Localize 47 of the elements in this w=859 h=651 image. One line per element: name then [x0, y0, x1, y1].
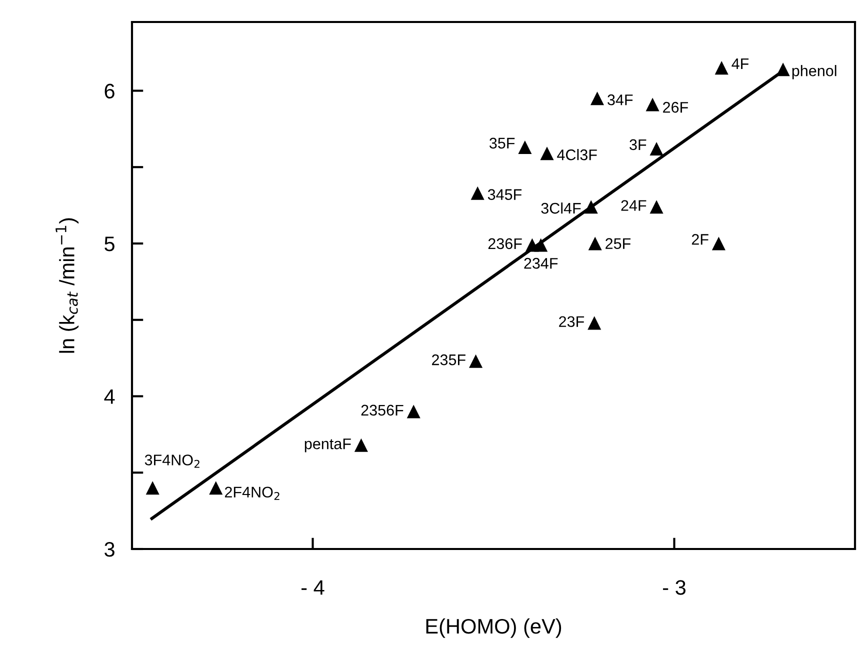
annotation: 3F4NO$_{2}$: [144, 454, 200, 468]
annotation: 3Cl4F: [541, 202, 581, 214]
annotation: 345F: [488, 189, 522, 200]
point: [714, 61, 728, 75]
annotation: 23F: [559, 316, 584, 328]
annotation: 3F: [630, 139, 646, 150]
annotation: 24F: [621, 200, 646, 211]
annotation: 26F: [663, 102, 688, 113]
annotation: 2356F: [361, 404, 404, 416]
annotation: 4Cl3F: [557, 149, 597, 160]
annotation: 35F: [489, 138, 515, 149]
point: [776, 62, 790, 76]
point: [588, 236, 602, 250]
annotation: 235F: [432, 354, 466, 366]
x-tick-label: - 4: [302, 580, 324, 595]
annotation: 34F: [608, 94, 633, 106]
point: [650, 200, 664, 214]
point: [650, 142, 664, 156]
y-tick-label: 5: [104, 236, 114, 252]
y-tick-label: 3: [104, 542, 114, 557]
x-tick-label: - 3: [663, 580, 686, 595]
y-tick-label: 4: [104, 389, 115, 404]
point: [534, 238, 548, 252]
point: [518, 140, 532, 154]
point: [470, 186, 484, 200]
point: [540, 146, 554, 160]
y-tick-label: 6: [104, 84, 114, 98]
annotation: phenol: [792, 65, 836, 80]
x-axis-title: E(HOMO) (eV): [426, 618, 562, 638]
point: [354, 438, 368, 452]
point: [146, 481, 160, 495]
annotation: 25F: [606, 238, 631, 249]
point: [590, 92, 604, 106]
annotation: 2F4NO$_{2}$: [224, 486, 280, 500]
annotation: 2F: [692, 234, 708, 245]
point: [469, 354, 483, 368]
annotation: 234F: [524, 258, 558, 269]
point: [584, 200, 598, 214]
point: [712, 236, 726, 250]
annotation: 4F: [732, 58, 749, 69]
annotation: pentaF: [304, 438, 351, 452]
point: [209, 481, 223, 495]
point: [588, 316, 602, 330]
y-axis-title: ln (k$_{cat}$ /min$^{−1}$): [56, 218, 79, 353]
annotation: 236F: [488, 238, 522, 250]
point: [406, 404, 420, 418]
point: [646, 98, 660, 112]
